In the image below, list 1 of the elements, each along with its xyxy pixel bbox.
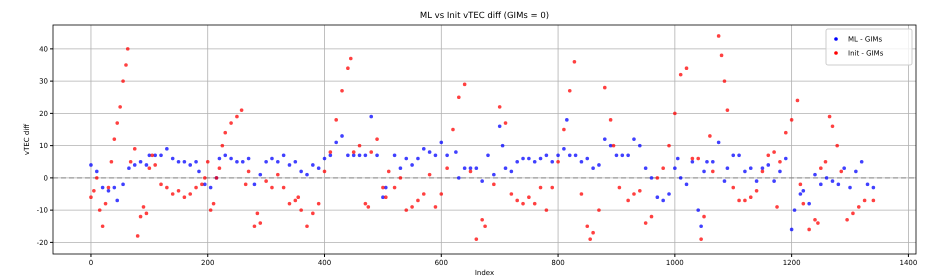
chart-title: ML vs Init vTEC diff (GIMs = 0) bbox=[420, 11, 550, 21]
